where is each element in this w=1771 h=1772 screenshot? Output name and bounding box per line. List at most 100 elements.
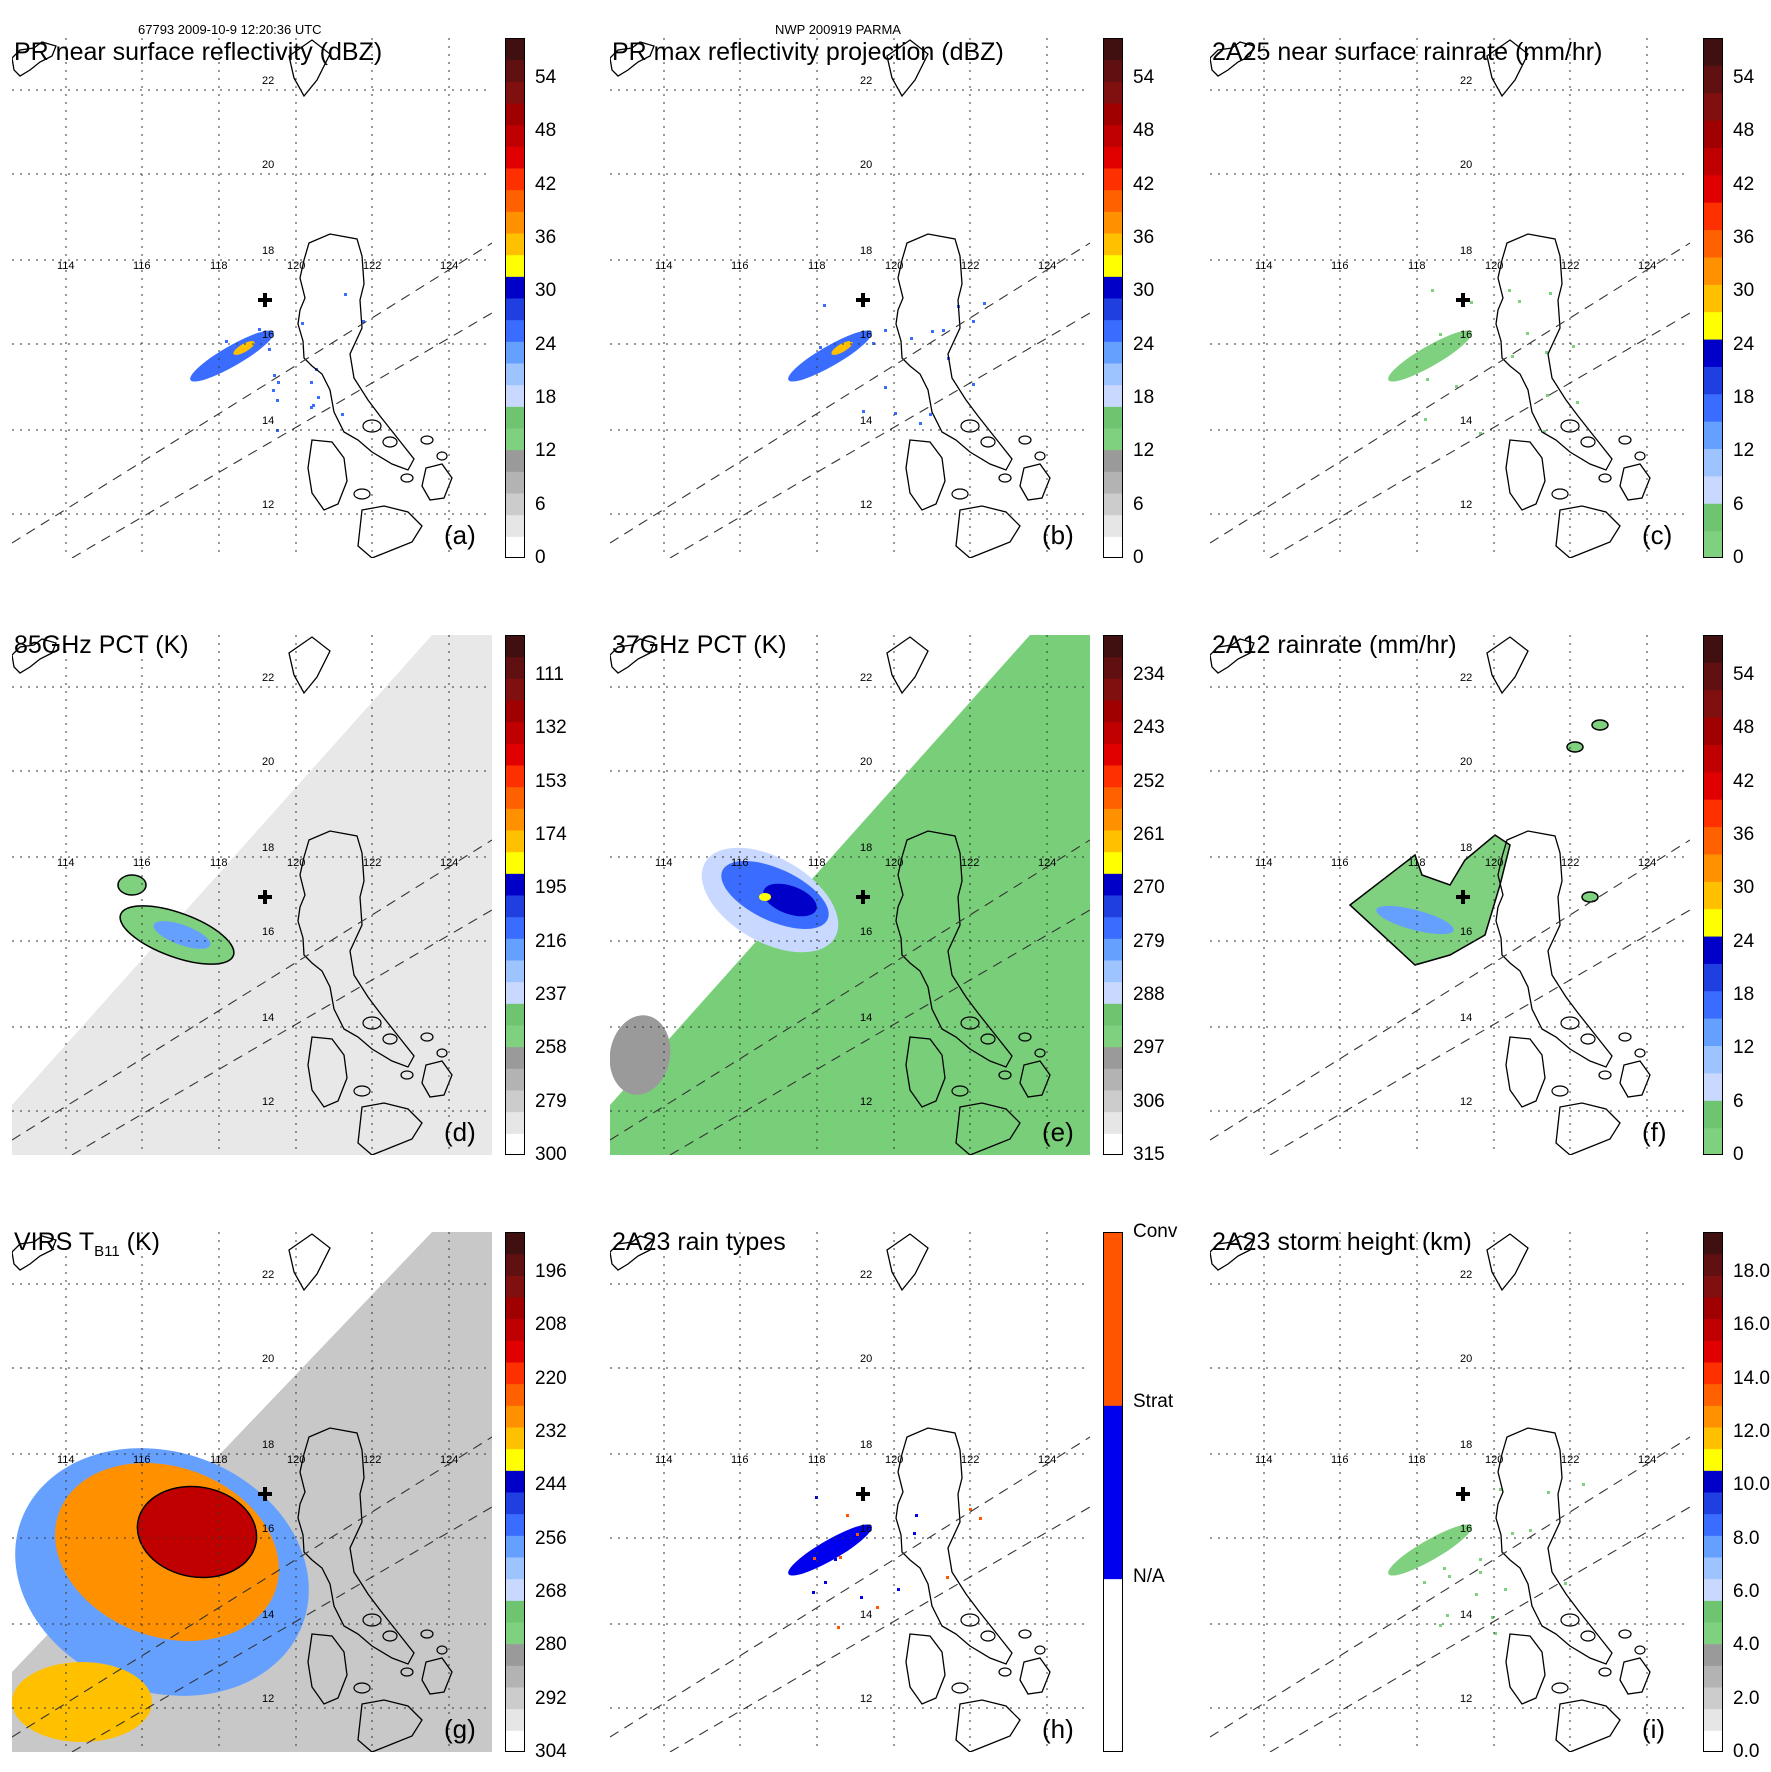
rain-pixel xyxy=(272,389,275,392)
colorbar-tick: 6 xyxy=(1733,1090,1744,1112)
colorbar-swatch xyxy=(1103,59,1123,82)
colorbar-swatch xyxy=(1103,721,1123,744)
colorbar-tick: 36 xyxy=(1133,227,1155,248)
colorbar-tick: 6 xyxy=(1733,493,1744,515)
coastline-2 xyxy=(1619,463,1651,501)
swath-edge-left xyxy=(1210,1436,1690,1738)
swath-edge-left xyxy=(12,242,492,544)
colorbar-swatch xyxy=(1103,81,1123,104)
colorbar-tick: 244 xyxy=(535,1474,567,1496)
swath-edge-left xyxy=(1210,242,1690,544)
colorbar-swatch xyxy=(505,363,525,386)
colorbar-swatch xyxy=(1103,1003,1123,1026)
rain-pixel xyxy=(856,1533,859,1536)
lat-label: 18 xyxy=(860,842,872,854)
colorbar-swatch xyxy=(505,1003,525,1026)
colorbar-swatch xyxy=(505,449,525,472)
colorbar-swatch xyxy=(1103,851,1123,874)
colorbar-swatch xyxy=(1703,1018,1723,1047)
swath-edge-right xyxy=(669,312,1090,558)
colorbar-tick: 297 xyxy=(1133,1037,1165,1059)
rain-peak xyxy=(831,341,853,355)
colorbar-tick: 195 xyxy=(535,877,567,899)
lat-label: 16 xyxy=(262,1523,274,1535)
colorbar-tick: 280 xyxy=(535,1634,567,1656)
colorbar-swatch xyxy=(1103,656,1123,679)
colorbar-swatch xyxy=(1703,1127,1723,1155)
colorbar-swatch xyxy=(1103,124,1123,147)
rain-pixel xyxy=(1508,289,1511,292)
rain-cell-0 xyxy=(1591,719,1609,731)
lon-label: 116 xyxy=(133,260,151,272)
island-1 xyxy=(980,436,996,448)
lat-label: 20 xyxy=(262,1353,274,1365)
tmi-swath xyxy=(12,635,492,1155)
panel-title: 2A25 near surface rainrate (mm/hr) xyxy=(1212,38,1602,67)
colorbar-tick: 208 xyxy=(535,1314,567,1336)
colorbar-tick: 292 xyxy=(535,1687,567,1709)
colorbar-swatch xyxy=(505,1090,525,1113)
panel-letter: (b) xyxy=(1042,520,1074,550)
colorbar-swatch xyxy=(1703,1470,1723,1493)
colorbar-swatch xyxy=(1103,808,1123,831)
colorbar-swatch xyxy=(1703,1253,1723,1276)
colorbar-swatch xyxy=(505,635,525,658)
colorbar-tick: 279 xyxy=(535,1090,567,1112)
colorbar-swatch xyxy=(1103,981,1123,1004)
colorbar-swatch xyxy=(505,960,525,983)
rain-pixel xyxy=(310,406,313,409)
colorbar-swatch xyxy=(505,1492,525,1515)
colorbar-frame xyxy=(1103,635,1123,1155)
lat-label: 14 xyxy=(262,1012,274,1024)
header-left: 67793 2009-10-9 12:20:36 UTC xyxy=(138,22,322,37)
island-4 xyxy=(420,435,434,445)
map-f: 114 116 118 120 122 124 22 20 18 16 14 12 xyxy=(1210,635,1690,1155)
colorbar-tick: 30 xyxy=(1133,280,1155,302)
colorbar-swatch xyxy=(1703,799,1723,828)
rain-pixel xyxy=(872,342,875,345)
colorbar-swatch xyxy=(505,721,525,744)
island-3 xyxy=(951,1085,969,1097)
colorbar-swatch xyxy=(1703,1708,1723,1731)
panel-title-text: PR near surface reflectivity (dBZ) xyxy=(14,38,383,66)
colorbar-tick: 243 xyxy=(1133,717,1165,739)
colorbar-swatch xyxy=(1103,536,1123,558)
panel-e: 114 116 118 120 122 124 22 20 18 16 14 12 37GHz PCT … xyxy=(610,631,1170,1175)
swath-edge-left xyxy=(610,839,1090,1141)
colorbar-swatch xyxy=(505,1578,525,1601)
colorbar-swatch xyxy=(505,1535,525,1558)
lon-label: 120 xyxy=(1485,1454,1503,1466)
colorbar-tick: 256 xyxy=(535,1527,567,1549)
colorbar-swatch xyxy=(505,189,525,212)
colorbar-swatch xyxy=(1703,174,1723,203)
colorbar-b xyxy=(1103,38,1123,558)
colorbar-swatch xyxy=(505,1513,525,1536)
rain-pixel xyxy=(1576,401,1579,404)
lat-label: 14 xyxy=(262,415,274,427)
colorbar-swatch xyxy=(505,808,525,831)
colorbar-swatch xyxy=(1703,366,1723,395)
colorbar-swatch xyxy=(1703,503,1723,532)
rain-pixel xyxy=(942,329,945,332)
lon-label: 124 xyxy=(1038,260,1056,272)
colorbar-tick: 30 xyxy=(1733,877,1755,899)
colorbar-tick: 0.0 xyxy=(1733,1741,1760,1762)
lon-label: 120 xyxy=(885,260,903,272)
colorbar-swatch xyxy=(1103,146,1123,169)
colorbar-swatch xyxy=(1703,147,1723,176)
colorbar-swatch xyxy=(1703,1405,1723,1428)
colorbar-tick: 30 xyxy=(535,280,557,302)
colorbar-tick: 12 xyxy=(1133,440,1155,462)
colorbar-swatch xyxy=(1703,1622,1723,1645)
rain-pixel xyxy=(1518,300,1521,303)
coastline-4 xyxy=(12,1235,57,1271)
lat-label: 12 xyxy=(262,1096,274,1108)
panel-title-text: VIRS T xyxy=(14,1228,95,1256)
colorbar-swatch xyxy=(1703,339,1723,367)
island-4 xyxy=(1018,435,1032,445)
coastline-1 xyxy=(307,1633,348,1705)
lon-label: 122 xyxy=(1561,1454,1579,1466)
colorbar-tick: 174 xyxy=(535,824,567,845)
lon-label: 116 xyxy=(731,1454,749,1466)
colorbar-tick: 12 xyxy=(1733,440,1755,462)
